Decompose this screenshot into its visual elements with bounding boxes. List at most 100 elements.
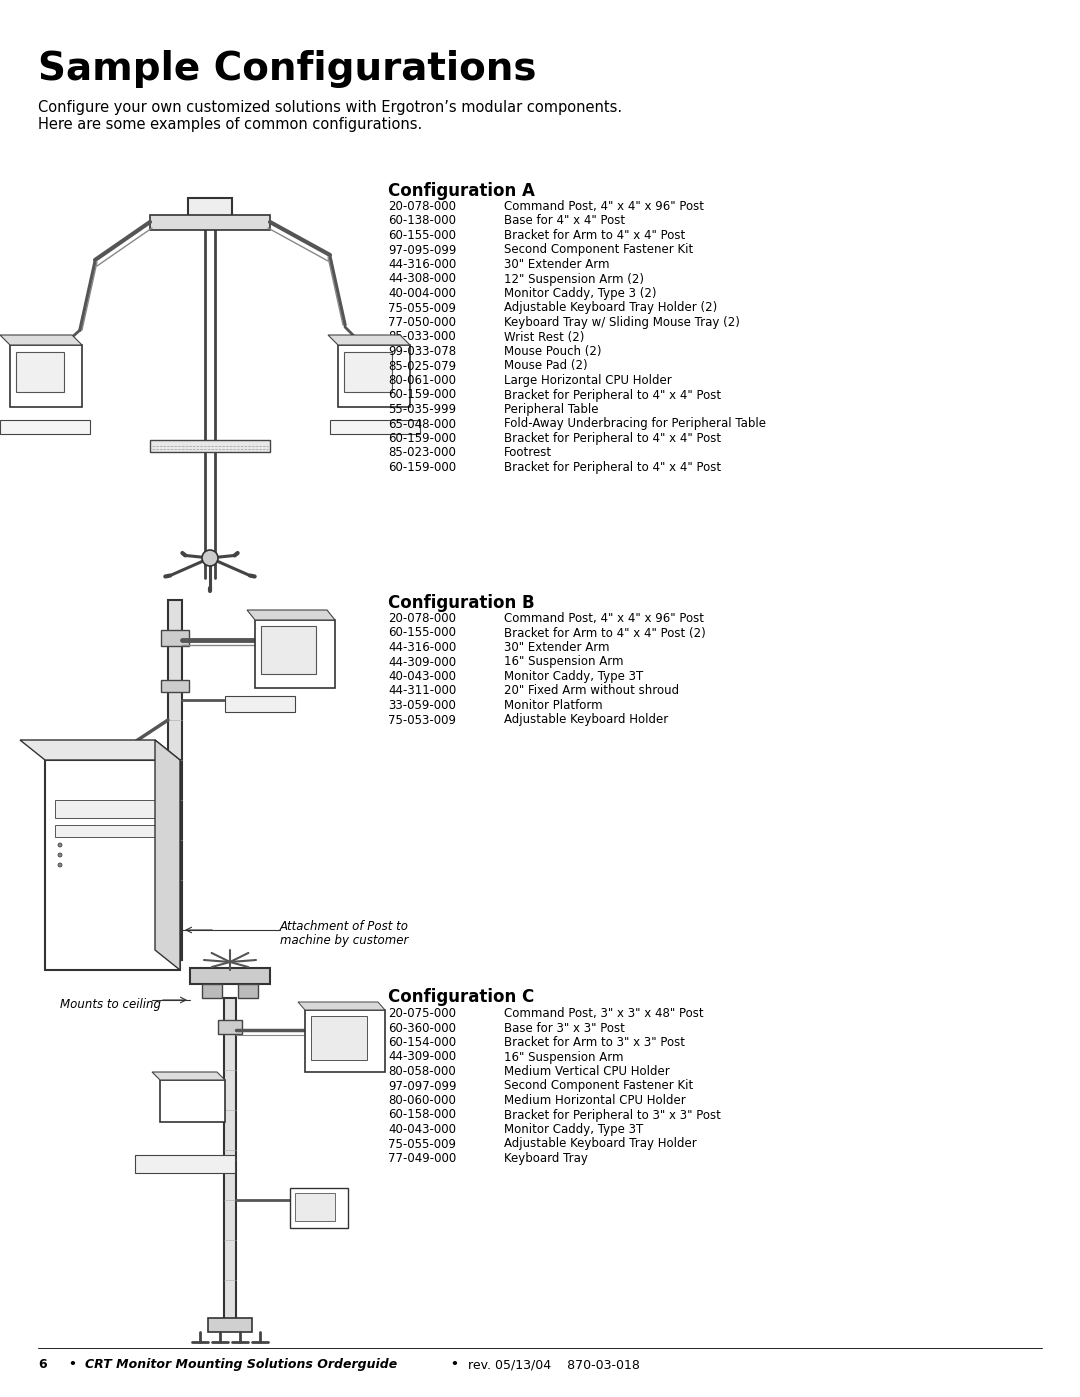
- Text: 60-159-000: 60-159-000: [388, 388, 456, 401]
- Text: Monitor Caddy, Type 3 (2): Monitor Caddy, Type 3 (2): [504, 286, 657, 300]
- Polygon shape: [156, 740, 180, 970]
- Text: Bracket for Peripheral to 4" x 4" Post: Bracket for Peripheral to 4" x 4" Post: [504, 461, 721, 474]
- Text: Footrest: Footrest: [504, 447, 552, 460]
- Text: Configure your own customized solutions with Ergotron’s modular components.: Configure your own customized solutions …: [38, 101, 622, 115]
- Text: 97-097-099: 97-097-099: [388, 1080, 457, 1092]
- Text: 30" Extender Arm: 30" Extender Arm: [504, 258, 609, 271]
- Text: 44-309-000: 44-309-000: [388, 1051, 456, 1063]
- Bar: [10, 345, 82, 407]
- Circle shape: [202, 550, 218, 566]
- Text: Adjustable Keyboard Tray Holder: Adjustable Keyboard Tray Holder: [504, 1137, 697, 1151]
- Bar: [225, 696, 295, 712]
- Text: 80-058-000: 80-058-000: [388, 1065, 456, 1078]
- Text: 75-053-009: 75-053-009: [388, 714, 456, 726]
- Text: 85-023-000: 85-023-000: [388, 447, 456, 460]
- Bar: [161, 680, 189, 692]
- Text: 65-048-000: 65-048-000: [388, 418, 456, 430]
- Bar: [311, 1016, 367, 1060]
- Circle shape: [58, 842, 62, 847]
- Text: Command Post, 3" x 3" x 48" Post: Command Post, 3" x 3" x 48" Post: [504, 1007, 704, 1020]
- Text: Fold-Away Underbracing for Peripheral Table: Fold-Away Underbracing for Peripheral Ta…: [504, 418, 766, 430]
- Text: Second Component Fastener Kit: Second Component Fastener Kit: [504, 1080, 693, 1092]
- Text: 20" Fixed Arm without shroud: 20" Fixed Arm without shroud: [504, 685, 679, 697]
- Text: 77-050-000: 77-050-000: [388, 316, 456, 330]
- Bar: [238, 983, 258, 997]
- Text: CRT Monitor Mounting Solutions Orderguide: CRT Monitor Mounting Solutions Orderguid…: [85, 1358, 397, 1370]
- Bar: [295, 1193, 335, 1221]
- Bar: [90, 750, 120, 764]
- Bar: [261, 626, 316, 673]
- Bar: [224, 997, 237, 1329]
- Text: Command Post, 4" x 4" x 96" Post: Command Post, 4" x 4" x 96" Post: [504, 612, 704, 624]
- Text: 40-043-000: 40-043-000: [388, 671, 456, 683]
- Text: rev. 05/13/04    870-03-018: rev. 05/13/04 870-03-018: [468, 1358, 639, 1370]
- Text: 44-311-000: 44-311-000: [388, 685, 456, 697]
- Text: Base for 4" x 4" Post: Base for 4" x 4" Post: [504, 215, 625, 228]
- Text: Mouse Pouch (2): Mouse Pouch (2): [504, 345, 602, 358]
- Text: Bracket for Peripheral to 4" x 4" Post: Bracket for Peripheral to 4" x 4" Post: [504, 432, 721, 446]
- Text: 44-309-000: 44-309-000: [388, 655, 456, 669]
- Polygon shape: [298, 1002, 384, 1010]
- Text: Attachment of Post to: Attachment of Post to: [280, 921, 409, 933]
- Text: machine by customer: machine by customer: [280, 935, 408, 947]
- Text: Mouse Pad (2): Mouse Pad (2): [504, 359, 588, 373]
- Text: 85-025-079: 85-025-079: [388, 359, 456, 373]
- Polygon shape: [328, 335, 410, 345]
- Text: 75-055-009: 75-055-009: [388, 1137, 456, 1151]
- Text: 75-055-009: 75-055-009: [388, 302, 456, 314]
- Bar: [55, 826, 156, 837]
- Text: Medium Horizontal CPU Holder: Medium Horizontal CPU Holder: [504, 1094, 686, 1106]
- Text: 20-075-000: 20-075-000: [388, 1007, 456, 1020]
- Text: Adjustable Keyboard Holder: Adjustable Keyboard Holder: [504, 714, 669, 726]
- Text: Second Component Fastener Kit: Second Component Fastener Kit: [504, 243, 693, 257]
- Bar: [135, 1155, 235, 1173]
- Text: 77-049-000: 77-049-000: [388, 1153, 456, 1165]
- Text: Adjustable Keyboard Tray Holder (2): Adjustable Keyboard Tray Holder (2): [504, 302, 717, 314]
- Text: Keyboard Tray w/ Sliding Mouse Tray (2): Keyboard Tray w/ Sliding Mouse Tray (2): [504, 316, 740, 330]
- Text: Mounts to ceiling: Mounts to ceiling: [60, 997, 161, 1011]
- Text: 60-154-000: 60-154-000: [388, 1037, 456, 1049]
- Text: Large Horizontal CPU Holder: Large Horizontal CPU Holder: [504, 374, 672, 387]
- Text: Bracket for Arm to 4" x 4" Post: Bracket for Arm to 4" x 4" Post: [504, 229, 685, 242]
- Text: Bracket for Arm to 4" x 4" Post (2): Bracket for Arm to 4" x 4" Post (2): [504, 626, 705, 640]
- Text: Base for 3" x 3" Post: Base for 3" x 3" Post: [504, 1021, 625, 1035]
- Bar: [218, 1020, 242, 1034]
- Bar: [0, 420, 90, 434]
- Text: 60-159-000: 60-159-000: [388, 461, 456, 474]
- Bar: [345, 352, 392, 393]
- Text: 16" Suspension Arm: 16" Suspension Arm: [504, 655, 623, 669]
- Text: Bracket for Arm to 3" x 3" Post: Bracket for Arm to 3" x 3" Post: [504, 1037, 685, 1049]
- Text: 6: 6: [38, 1358, 46, 1370]
- Text: •: •: [68, 1358, 76, 1370]
- Bar: [305, 1010, 384, 1071]
- Text: 85-033-000: 85-033-000: [388, 331, 456, 344]
- Text: 99-033-078: 99-033-078: [388, 345, 456, 358]
- Text: 80-061-000: 80-061-000: [388, 374, 456, 387]
- Text: 33-059-000: 33-059-000: [388, 698, 456, 712]
- Text: Monitor Caddy, Type 3T: Monitor Caddy, Type 3T: [504, 671, 644, 683]
- Bar: [188, 198, 232, 219]
- Bar: [168, 599, 183, 960]
- Text: 30" Extender Arm: 30" Extender Arm: [504, 641, 609, 654]
- Bar: [202, 983, 222, 997]
- Circle shape: [58, 863, 62, 868]
- Bar: [45, 760, 180, 970]
- Text: 44-316-000: 44-316-000: [388, 258, 456, 271]
- Text: 16" Suspension Arm: 16" Suspension Arm: [504, 1051, 623, 1063]
- Bar: [338, 345, 410, 407]
- Text: 60-155-000: 60-155-000: [388, 626, 456, 640]
- Polygon shape: [247, 610, 335, 620]
- Bar: [208, 1317, 252, 1331]
- Text: Configuration B: Configuration B: [388, 594, 535, 612]
- Text: Medium Vertical CPU Holder: Medium Vertical CPU Holder: [504, 1065, 670, 1078]
- Text: •: •: [450, 1358, 458, 1370]
- Text: Monitor Platform: Monitor Platform: [504, 698, 603, 712]
- Text: 20-078-000: 20-078-000: [388, 612, 456, 624]
- Text: Bracket for Peripheral to 4" x 4" Post: Bracket for Peripheral to 4" x 4" Post: [504, 388, 721, 401]
- Polygon shape: [21, 740, 180, 760]
- Text: 12" Suspension Arm (2): 12" Suspension Arm (2): [504, 272, 644, 285]
- Text: 44-316-000: 44-316-000: [388, 641, 456, 654]
- Text: 44-308-000: 44-308-000: [388, 272, 456, 285]
- Text: 97-095-099: 97-095-099: [388, 243, 457, 257]
- Text: 40-043-000: 40-043-000: [388, 1123, 456, 1136]
